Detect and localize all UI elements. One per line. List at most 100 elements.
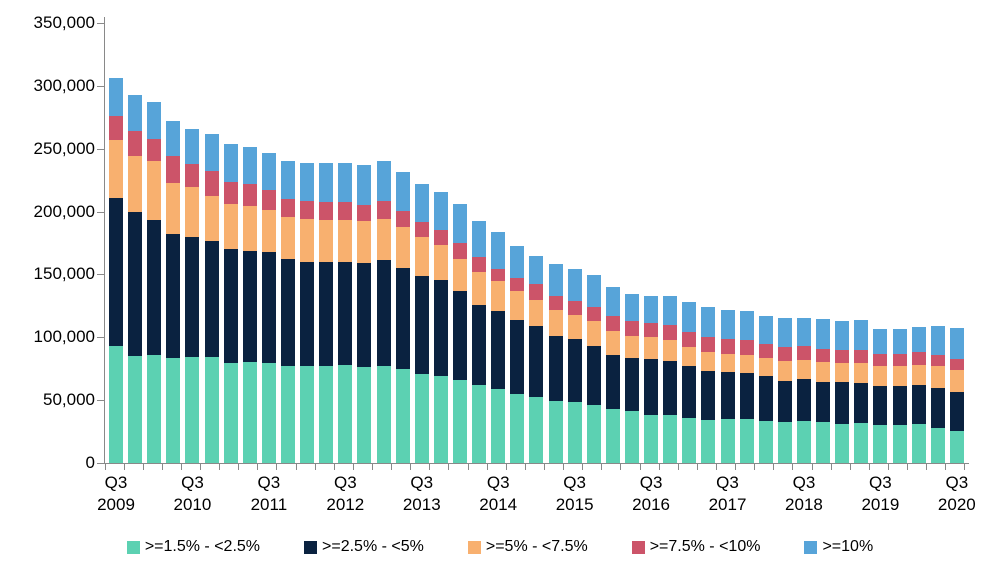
bar-segment	[529, 299, 544, 327]
bar-segment	[911, 352, 926, 365]
bar-segment	[357, 204, 372, 222]
bar-segment	[873, 386, 888, 425]
legend-label: >=2.5% - <5%	[322, 538, 424, 555]
bar-q2-2010	[166, 121, 181, 463]
legend-label: >=10%	[822, 538, 874, 555]
bar-segment	[338, 220, 353, 262]
bar-segment	[242, 147, 257, 184]
bar-segment	[739, 340, 754, 355]
x-axis-tick	[429, 464, 431, 470]
x-axis-tick	[142, 464, 144, 470]
x-axis-tick	[716, 464, 718, 470]
bar-segment	[796, 346, 811, 360]
bar-segment	[472, 271, 487, 305]
bar-q3-2018	[796, 317, 811, 463]
bar-segment	[777, 360, 792, 381]
x-axis-tick	[372, 464, 374, 470]
x-axis-tick	[410, 464, 412, 470]
bar-segment	[223, 144, 238, 183]
bar-segment	[949, 359, 964, 371]
bar-segment	[357, 367, 372, 463]
x-axis-label-quarter: Q3	[869, 473, 892, 492]
x-axis-label-year: 2016	[632, 495, 670, 514]
bar-segment	[204, 241, 219, 358]
bar-q2-2014	[472, 221, 487, 463]
bar-segment	[319, 201, 334, 220]
bar-q4-2009	[128, 95, 143, 463]
bar-segment	[510, 393, 525, 463]
x-axis-label-quarter: Q3	[563, 473, 586, 492]
bar-segment	[644, 358, 659, 416]
bar-segment	[395, 211, 410, 228]
bar-q2-2020	[930, 325, 945, 463]
bar-segment	[280, 161, 295, 199]
bar-q3-2017	[720, 309, 735, 463]
bar-q2-2018	[777, 318, 792, 463]
bar-segment	[166, 234, 181, 359]
bar-q1-2015	[529, 255, 544, 463]
bar-segment	[261, 152, 276, 191]
bar-segment	[280, 199, 295, 218]
y-axis-label: 350,000	[33, 13, 95, 32]
x-axis-tick	[888, 464, 889, 470]
x-axis-tick	[563, 464, 565, 470]
bar-segment	[816, 422, 831, 463]
bar-q3-2019	[873, 328, 888, 463]
bar-segment	[930, 366, 945, 388]
bar-segment	[892, 328, 907, 354]
bar-segment	[376, 259, 391, 367]
bar-segment	[835, 320, 850, 350]
bar-segment	[720, 372, 735, 419]
x-axis-tick	[219, 464, 221, 470]
bar-segment	[319, 219, 334, 262]
bar-segment	[548, 309, 563, 336]
x-axis-tick	[544, 464, 546, 470]
bar-segment	[548, 296, 563, 310]
legend-item: >=1.5% - <2.5%	[126, 538, 260, 556]
y-axis-label: 250,000	[33, 138, 95, 158]
x-axis-label-quarter: Q3	[792, 473, 816, 492]
bar-segment	[796, 421, 811, 463]
bar-segment	[586, 404, 601, 463]
bar-segment	[605, 354, 620, 410]
bar-segment	[319, 365, 334, 463]
bar-segment	[128, 156, 143, 212]
bar-segment	[261, 251, 276, 364]
bar-q1-2014	[452, 203, 467, 463]
bar-q3-2013	[414, 183, 429, 463]
bar-segment	[911, 423, 926, 463]
bar-segment	[472, 384, 487, 463]
bar-segment	[835, 423, 850, 463]
bar-segment	[491, 281, 506, 312]
bar-segment	[682, 366, 697, 418]
bar-segment	[548, 401, 563, 463]
bar-q4-2019	[892, 328, 907, 463]
y-axis-tick	[97, 211, 104, 213]
y-axis-label: 50,000	[43, 390, 95, 410]
x-axis-tick	[754, 464, 756, 470]
x-axis-label: Q3 2014	[463, 472, 533, 516]
bar-segment	[223, 182, 238, 205]
x-axis-tick	[677, 464, 679, 470]
bar-segment	[739, 372, 754, 419]
bar-q1-2012	[300, 163, 315, 463]
bar-segment	[414, 183, 429, 223]
x-axis-label: Q3 2009	[81, 472, 151, 516]
x-axis-label-year: 2013	[402, 495, 441, 514]
bar-segment	[472, 221, 487, 258]
x-axis-tick	[200, 464, 202, 470]
x-axis-label-year: 2018	[785, 495, 823, 514]
x-axis-tick	[276, 464, 278, 470]
bar-q3-2016	[644, 296, 659, 463]
bar-segment	[682, 346, 697, 367]
y-axis-label: 300,000	[33, 75, 95, 95]
bar-segment	[433, 192, 448, 230]
bar-segment	[109, 116, 123, 140]
bar-segment	[873, 328, 888, 354]
bar-segment	[663, 361, 678, 416]
bar-segment	[548, 335, 563, 402]
bar-segment	[720, 339, 735, 354]
x-axis-tick	[945, 464, 947, 470]
bar-segment	[816, 362, 831, 383]
bar-segment	[624, 411, 639, 463]
